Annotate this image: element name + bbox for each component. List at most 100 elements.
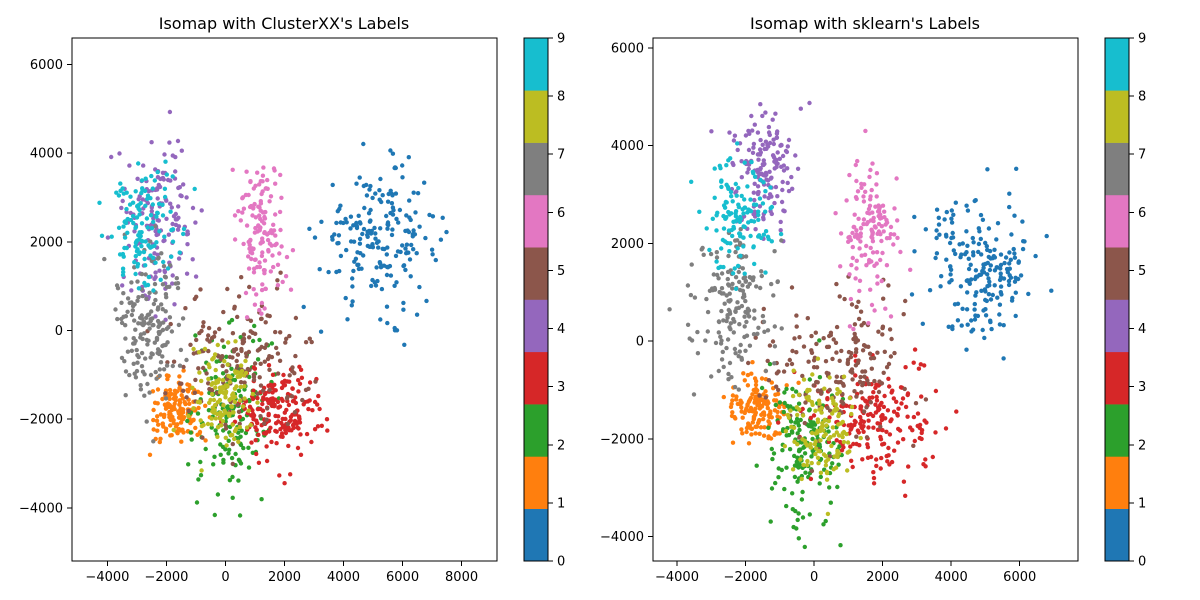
scatter-point-label-7 — [716, 368, 721, 374]
scatter-point-label-0 — [356, 262, 361, 267]
scatter-point-label-3 — [923, 464, 928, 469]
scatter-point-label-9 — [759, 235, 764, 241]
scatter-point-label-5 — [872, 378, 877, 384]
scatter-point-label-4 — [155, 217, 160, 223]
scatter-point-label-1 — [748, 407, 754, 412]
scatter-point-label-2 — [802, 544, 807, 550]
scatter-point-label-4 — [181, 182, 186, 187]
scatter-point-label-1 — [763, 389, 768, 394]
scatter-point-label-5 — [852, 322, 858, 327]
scatter-point-label-0 — [998, 284, 1004, 289]
scatter-point-label-0 — [984, 244, 989, 249]
scatter-point-label-6 — [888, 314, 894, 319]
colorbar-tick-label: 9 — [557, 32, 565, 47]
colorbar-segment-8 — [524, 90, 548, 143]
scatter-point-label-5 — [307, 336, 312, 341]
scatter-point-label-7 — [167, 263, 173, 268]
scatter-point-label-3 — [280, 434, 285, 439]
scatter-point-label-3 — [260, 401, 265, 407]
scatter-point-label-0 — [393, 253, 399, 259]
scatter-point-label-0 — [396, 220, 401, 225]
scatter-point-label-2 — [247, 374, 252, 380]
scatter-point-label-5 — [858, 309, 864, 314]
scatter-point-label-9 — [160, 202, 165, 207]
scatter-point-label-6 — [246, 192, 251, 198]
scatter-point-label-9 — [122, 235, 128, 240]
scatter-point-label-0 — [400, 163, 405, 168]
scatter-point-label-7 — [732, 319, 737, 324]
scatter-point-label-9 — [728, 156, 733, 161]
scatter-point-label-3 — [237, 414, 242, 420]
scatter-point-label-5 — [285, 421, 290, 427]
scatter-point-label-0 — [920, 321, 925, 326]
scatter-point-label-6 — [864, 263, 869, 268]
scatter-point-label-3 — [918, 362, 923, 367]
scatter-point-label-5 — [303, 340, 309, 345]
scatter-point-label-3 — [811, 413, 817, 418]
scatter-point-label-1 — [740, 415, 745, 420]
scatter-point-label-6 — [868, 167, 873, 173]
scatter-point-label-0 — [345, 317, 350, 322]
scatter-point-label-5 — [278, 270, 283, 275]
scatter-point-label-9 — [766, 236, 771, 242]
scatter-point-label-3 — [881, 404, 887, 410]
scatter-point-label-8 — [835, 454, 840, 460]
scatter-point-label-5 — [865, 378, 870, 383]
scatter-point-label-7 — [155, 307, 160, 312]
scatter-point-label-7 — [164, 363, 170, 368]
scatter-point-label-3 — [887, 432, 893, 437]
scatter-point-label-6 — [874, 250, 880, 255]
scatter-point-label-9 — [769, 204, 775, 210]
scatter-point-label-0 — [939, 274, 944, 279]
scatter-point-label-0 — [444, 229, 449, 235]
scatter-point-label-7 — [704, 296, 709, 302]
scatter-point-label-1 — [167, 409, 172, 415]
scatter-point-label-9 — [729, 194, 734, 199]
scatter-point-label-7 — [164, 284, 170, 290]
scatter-point-label-5 — [225, 286, 230, 292]
scatter-point-label-7 — [147, 290, 152, 295]
scatter-point-label-9 — [170, 239, 176, 244]
scatter-point-label-8 — [791, 368, 796, 373]
scatter-point-label-2 — [243, 430, 249, 436]
scatter-point-label-0 — [980, 217, 986, 222]
scatter-point-label-3 — [911, 414, 917, 420]
scatter-point-label-5 — [309, 339, 314, 345]
scatter-point-label-5 — [814, 379, 819, 385]
scatter-point-label-0 — [944, 209, 949, 215]
scatter-point-label-0 — [1049, 288, 1054, 293]
scatter-point-label-5 — [854, 394, 859, 399]
scatter-point-label-8 — [849, 411, 854, 417]
scatter-point-label-4 — [193, 220, 198, 225]
scatter-point-label-0 — [972, 307, 977, 312]
scatter-point-label-4 — [162, 152, 167, 157]
scatter-point-label-2 — [226, 438, 231, 443]
scatter-point-label-5 — [275, 371, 281, 376]
scatter-point-label-9 — [114, 190, 119, 195]
scatter-point-label-6 — [268, 269, 273, 274]
scatter-point-label-7 — [732, 384, 738, 390]
scatter-point-label-0 — [367, 187, 372, 192]
scatter-point-label-7 — [132, 318, 137, 323]
scatter-point-label-6 — [274, 241, 279, 246]
scatter-point-label-7 — [167, 315, 173, 320]
scatter-point-label-7 — [151, 439, 156, 444]
scatter-point-label-0 — [397, 207, 403, 213]
scatter-point-label-3 — [284, 407, 289, 413]
scatter-point-label-3 — [866, 425, 871, 430]
scatter-point-label-0 — [943, 232, 949, 237]
scatter-point-label-5 — [876, 329, 881, 334]
scatter-point-label-7 — [689, 262, 694, 267]
scatter-point-label-3 — [848, 444, 853, 449]
scatter-point-label-7 — [715, 272, 720, 278]
colorbar-segment-4 — [524, 299, 548, 353]
scatter-point-label-3 — [825, 397, 830, 402]
scatter-point-label-0 — [422, 180, 427, 185]
scatter-point-label-7 — [135, 298, 140, 303]
scatter-point-label-0 — [1016, 276, 1021, 282]
scatter-point-label-5 — [278, 330, 283, 335]
scatter-point-label-7 — [180, 316, 186, 321]
colorbar-segment-1 — [1105, 456, 1129, 509]
scatter-point-label-8 — [220, 412, 225, 418]
